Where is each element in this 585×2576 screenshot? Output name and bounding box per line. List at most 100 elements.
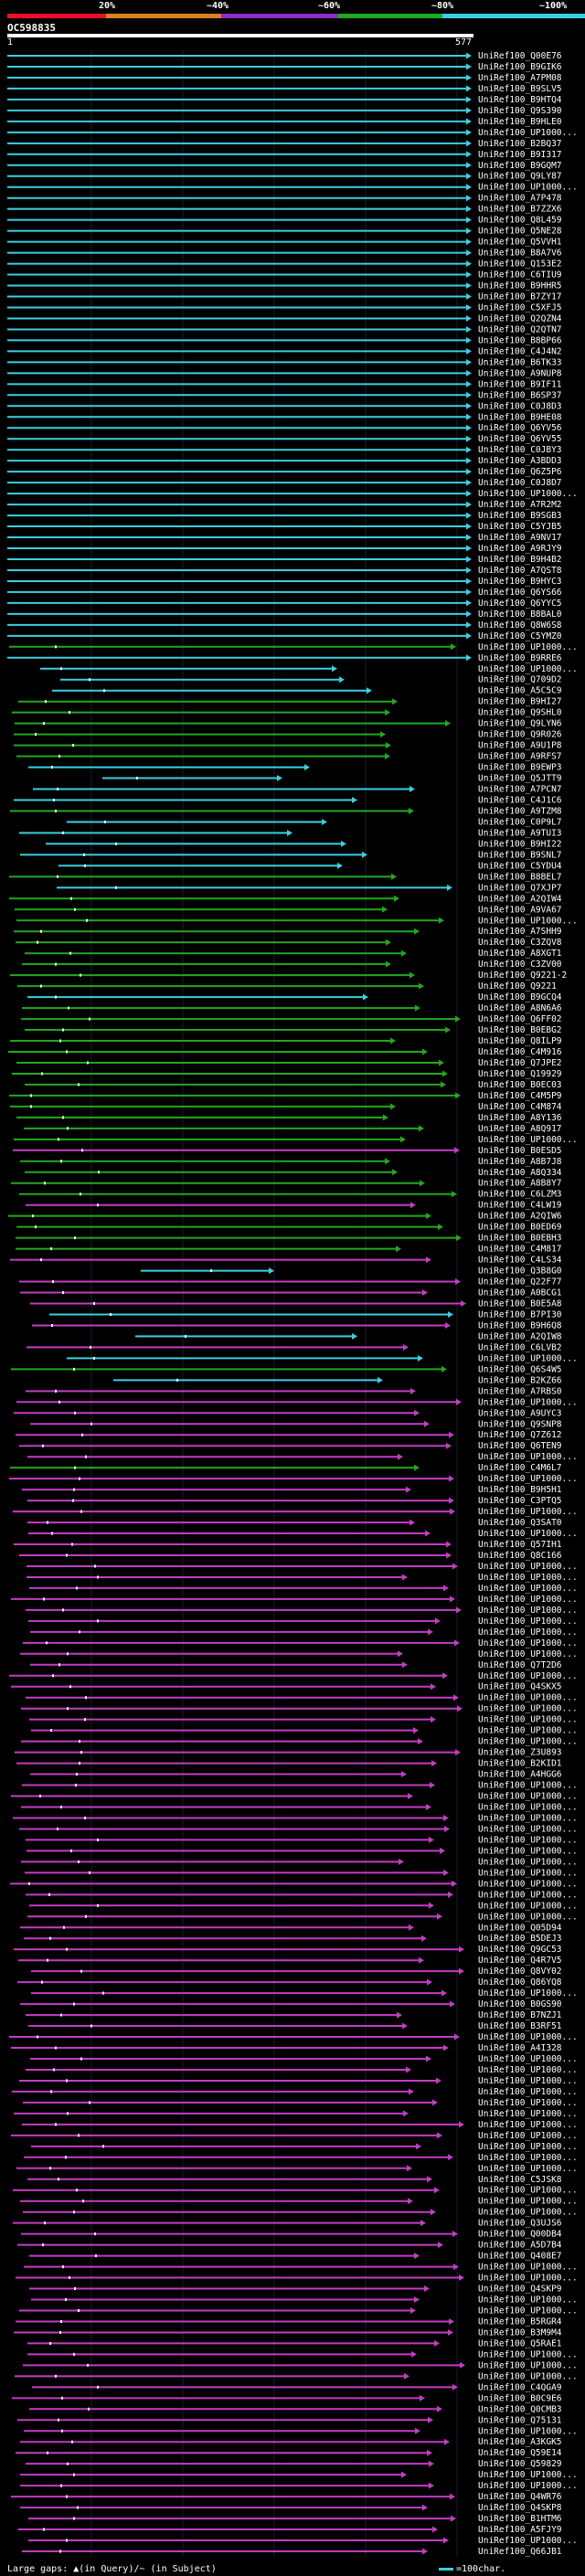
hit-label[interactable]: UniRef100_B9HLE0 (478, 117, 562, 127)
hit-row[interactable]: UniRef100_UP1000... (20, 2481, 578, 2491)
hit-row[interactable]: UniRef100_C4M5P9 (9, 1091, 562, 1101)
hit-label[interactable]: UniRef100_UP1000... (478, 2426, 578, 2436)
hit-row[interactable]: UniRef100_Q9S390 (7, 106, 562, 116)
hit-label[interactable]: UniRef100_Q9SHL0 (478, 708, 562, 718)
hit-row[interactable]: UniRef100_UP1000... (21, 1704, 578, 1714)
hit-label[interactable]: UniRef100_UP1000... (478, 2087, 578, 2097)
hit-row[interactable]: UniRef100_B9HYC3 (7, 577, 562, 587)
hit-row[interactable]: UniRef100_B9SNL7 (20, 850, 562, 860)
hit-label[interactable]: UniRef100_UP1000... (478, 1693, 578, 1703)
hit-label[interactable]: UniRef100_C5JSK8 (478, 2175, 562, 2185)
hit-label[interactable]: UniRef100_Q57IH1 (478, 1540, 562, 1550)
hit-row[interactable]: UniRef100_B3M9M4 (14, 2327, 562, 2337)
hit-row[interactable]: UniRef100_A9RFS7 (16, 752, 562, 762)
hit-label[interactable]: UniRef100_UP1000... (478, 1824, 578, 1834)
hit-label[interactable]: UniRef100_A9RFS7 (478, 752, 562, 762)
hit-row[interactable]: UniRef100_UP1000... (11, 2131, 578, 2141)
hit-row[interactable]: UniRef100_B2BQ37 (7, 139, 562, 149)
hit-label[interactable]: UniRef100_UP1000... (478, 2054, 578, 2064)
hit-label[interactable]: UniRef100_UP1000... (478, 2306, 578, 2316)
hit-label[interactable]: UniRef100_B0C9E6 (478, 2393, 562, 2403)
hit-row[interactable]: UniRef100_B9SLV5 (7, 84, 562, 94)
hit-row[interactable]: UniRef100_A7SHH9 (14, 927, 562, 937)
hit-label[interactable]: UniRef100_A5D7B4 (478, 2241, 562, 2251)
hit-row[interactable]: UniRef100_UP1000... (10, 1879, 578, 1889)
hit-row[interactable]: UniRef100_Q0CMB3 (29, 2404, 562, 2414)
hit-label[interactable]: UniRef100_B9HYC3 (478, 577, 562, 587)
hit-row[interactable]: UniRef100_A9U1P8 (14, 741, 562, 751)
hit-label[interactable]: UniRef100_B0E5A8 (478, 1299, 562, 1309)
hit-label[interactable]: UniRef100_UP1000... (478, 1704, 578, 1714)
hit-row[interactable]: UniRef100_UP1000... (15, 2371, 578, 2381)
hit-row[interactable]: UniRef100_Q00DB4 (21, 2230, 562, 2240)
hit-row[interactable]: UniRef100_C3PTQ5 (27, 1496, 562, 1506)
hit-row[interactable]: UniRef100_UP1000... (19, 1824, 578, 1834)
hit-label[interactable]: UniRef100_Q5RAE1 (478, 2338, 562, 2348)
hit-label[interactable]: UniRef100_A4HGG6 (478, 1770, 562, 1780)
hit-label[interactable]: UniRef100_Q00E76 (478, 51, 562, 61)
hit-row[interactable]: UniRef100_UP1000... (26, 1835, 578, 1845)
hit-row[interactable]: UniRef100_B0EC03 (25, 1080, 562, 1090)
hit-label[interactable]: UniRef100_Q3SAT0 (478, 1518, 562, 1528)
hit-label[interactable]: UniRef100_UP1000... (478, 916, 578, 926)
hit-row[interactable]: UniRef100_UP1000... (30, 2054, 578, 2064)
hit-label[interactable]: UniRef100_UP1000... (478, 1912, 578, 1922)
hit-row[interactable]: UniRef100_UP1000... (28, 1529, 578, 1539)
hit-label[interactable]: UniRef100_B9SNL7 (478, 850, 562, 860)
hit-label[interactable]: UniRef100_UP1000... (478, 1507, 578, 1517)
hit-row[interactable]: UniRef100_C4J4N2 (7, 346, 562, 356)
hit-row[interactable]: UniRef100_UP1000... (67, 1353, 578, 1363)
hit-label[interactable]: UniRef100_Q9GC53 (478, 1945, 562, 1955)
hit-label[interactable]: UniRef100_UP1000... (478, 1397, 578, 1407)
hit-label[interactable]: UniRef100_Q9LYN6 (478, 719, 562, 729)
hit-row[interactable]: UniRef100_Q4SKX5 (11, 1682, 562, 1692)
hit-row[interactable]: UniRef100_UP1000... (27, 1562, 578, 1572)
hit-label[interactable]: UniRef100_A2QIW6 (478, 1212, 562, 1222)
hit-label[interactable]: UniRef100_UP1000... (478, 2208, 578, 2218)
hit-row[interactable]: UniRef100_B8BEL7 (9, 872, 562, 882)
hit-label[interactable]: UniRef100_B9SLV5 (478, 84, 562, 94)
hit-label[interactable]: UniRef100_Q2QZN4 (478, 313, 562, 323)
hit-label[interactable]: UniRef100_Q5JTT9 (478, 774, 562, 784)
hit-label[interactable]: UniRef100_A8Y136 (478, 1113, 562, 1123)
hit-row[interactable]: UniRef100_UP1000... (14, 2109, 578, 2119)
hit-label[interactable]: UniRef100_UP1000... (478, 2274, 578, 2284)
hit-label[interactable]: UniRef100_UP1000... (478, 1890, 578, 1900)
hit-label[interactable]: UniRef100_C4M5P9 (478, 1091, 562, 1101)
hit-label[interactable]: UniRef100_UP1000... (478, 2065, 578, 2075)
hit-label[interactable]: UniRef100_B5RGR4 (478, 2316, 562, 2327)
hit-label[interactable]: UniRef100_Q8W6S8 (478, 620, 562, 631)
hit-row[interactable]: UniRef100_Q7JPE2 (16, 1058, 562, 1068)
hit-label[interactable]: UniRef100_C0J8D3 (478, 401, 562, 411)
hit-label[interactable]: UniRef100_B9H6Q8 (478, 1320, 562, 1330)
hit-label[interactable]: UniRef100_Q3B8G0 (478, 1267, 562, 1277)
hit-row[interactable]: UniRef100_B0EBG2 (25, 1025, 562, 1035)
hit-row[interactable]: UniRef100_B9HI27 (18, 697, 562, 707)
hit-label[interactable]: UniRef100_C6TIU9 (478, 270, 562, 281)
hit-row[interactable]: UniRef100_A9VA67 (15, 905, 562, 915)
hit-row[interactable]: UniRef100_A8B7J8 (20, 1157, 562, 1167)
hit-label[interactable]: UniRef100_UP1000... (478, 1135, 578, 1145)
hit-row[interactable]: UniRef100_Q709D2 (60, 675, 562, 685)
hit-row[interactable]: UniRef100_B9GIK6 (7, 62, 562, 72)
hit-label[interactable]: UniRef100_B9HHR5 (478, 281, 562, 292)
hit-label[interactable]: UniRef100_Q4SKP8 (478, 2503, 562, 2513)
hit-label[interactable]: UniRef100_Q6YYC5 (478, 599, 562, 609)
hit-row[interactable]: UniRef100_UP1000... (22, 2120, 578, 2130)
hit-label[interactable]: UniRef100_B9HI22 (478, 839, 562, 849)
hit-row[interactable]: UniRef100_A2QIW8 (135, 1331, 562, 1341)
hit-label[interactable]: UniRef100_C3ZV00 (478, 959, 562, 970)
hit-row[interactable]: UniRef100_Q5RAE1 (27, 2338, 562, 2348)
hit-row[interactable]: UniRef100_B8BAL0 (7, 610, 562, 620)
hit-row[interactable]: UniRef100_UP1000... (20, 1649, 578, 1659)
hit-label[interactable]: UniRef100_A2QIW8 (478, 1331, 562, 1341)
hit-row[interactable]: UniRef100_B0C9E6 (12, 2393, 562, 2403)
hit-label[interactable]: UniRef100_UP1000... (478, 2032, 578, 2042)
hit-row[interactable]: UniRef100_C5YJB5 (7, 522, 562, 532)
hit-row[interactable]: UniRef100_B9SGB3 (7, 511, 562, 521)
hit-row[interactable]: UniRef100_A9NUP8 (7, 368, 562, 378)
hit-label[interactable]: UniRef100_Q709D2 (478, 675, 562, 685)
hit-row[interactable]: UniRef100_Q3SAT0 (27, 1518, 562, 1528)
hit-label[interactable]: UniRef100_UP1000... (478, 2470, 578, 2480)
hit-label[interactable]: UniRef100_Q05D94 (478, 1923, 562, 1933)
